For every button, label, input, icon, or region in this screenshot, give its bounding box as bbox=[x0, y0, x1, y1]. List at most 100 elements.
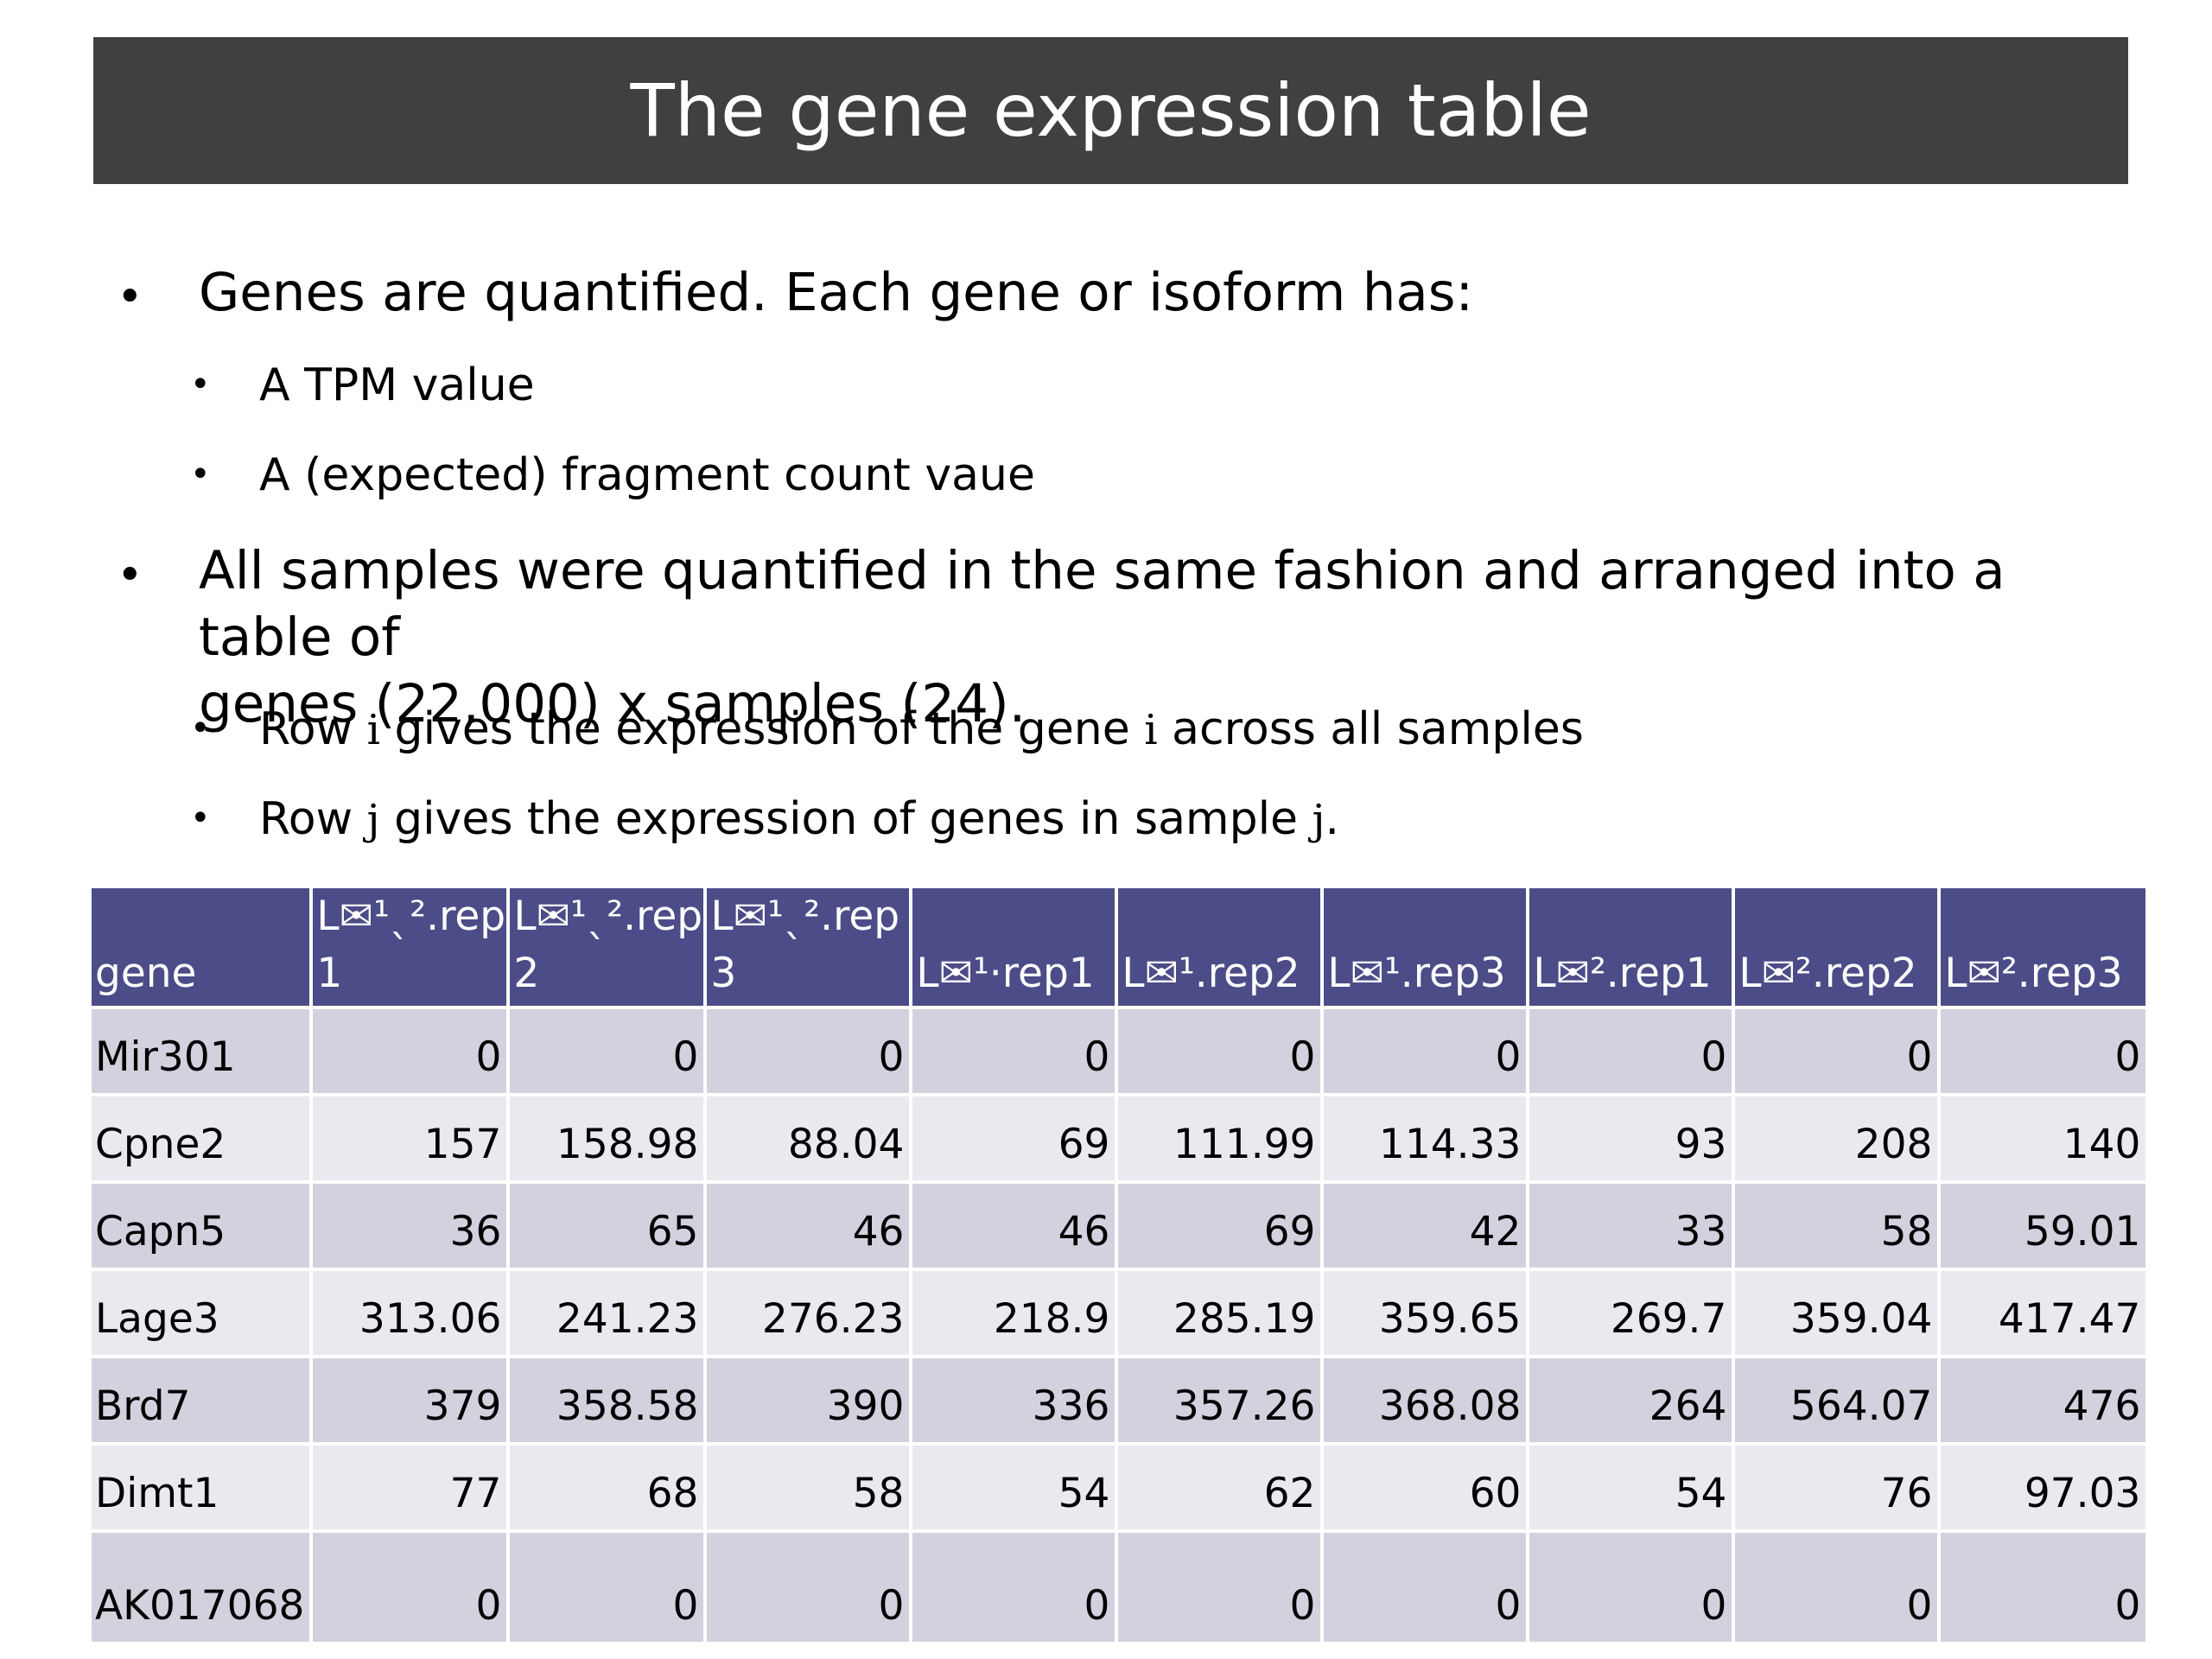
value-cell: 0 bbox=[912, 1533, 1119, 1645]
value-cell: 111.99 bbox=[1118, 1096, 1325, 1184]
value-cell: 0 bbox=[510, 1533, 708, 1645]
header-line: L✉¹ˎ².rep bbox=[316, 893, 506, 940]
bullet-dot: • bbox=[190, 365, 211, 404]
value-cell: 285.19 bbox=[1118, 1271, 1325, 1358]
value-cell: 42 bbox=[1324, 1184, 1530, 1271]
value-cell: 336 bbox=[912, 1358, 1119, 1446]
sub-bullet-item: Row i gives the expression of the gene i… bbox=[259, 702, 2074, 758]
header-line: 1 bbox=[316, 950, 343, 997]
value-cell: 114.33 bbox=[1324, 1096, 1530, 1184]
value-cell: 0 bbox=[313, 1009, 511, 1096]
value-cell: 241.23 bbox=[510, 1271, 708, 1358]
math-symbol: i bbox=[366, 706, 381, 754]
text-run: Row bbox=[259, 793, 367, 845]
column-header-sample: L✉¹ˎ².rep 3 bbox=[707, 888, 913, 1009]
gene-name-cell: Cpne2 bbox=[92, 1096, 314, 1184]
header-line: 2 bbox=[513, 950, 540, 997]
value-cell: 54 bbox=[1529, 1446, 1736, 1533]
header-line: L✉¹ˎ².rep bbox=[710, 893, 900, 940]
table-row: Mir301 0 0 0 0 0 0 0 0 0 bbox=[92, 1009, 2146, 1096]
value-cell: 269.7 bbox=[1529, 1271, 1736, 1358]
column-header-sample: L✉¹ˎ².rep 2 bbox=[510, 888, 708, 1009]
text-run: gives the expression of genes in sample bbox=[379, 793, 1313, 845]
value-cell: 0 bbox=[707, 1009, 913, 1096]
column-header-sample: L✉¹·rep1 bbox=[912, 888, 1119, 1009]
value-cell: 276.23 bbox=[707, 1271, 913, 1358]
value-cell: 46 bbox=[707, 1184, 913, 1271]
math-symbol: j bbox=[366, 796, 380, 844]
gene-name-cell: Mir301 bbox=[92, 1009, 314, 1096]
table-body: Mir301 0 0 0 0 0 0 0 0 0 Cpne2 157 158.98 88.04 69 111.… bbox=[92, 1009, 2146, 1645]
value-cell: 69 bbox=[1118, 1184, 1325, 1271]
value-cell: 359.04 bbox=[1735, 1271, 1942, 1358]
gene-name-cell: Lage3 bbox=[92, 1271, 314, 1358]
header-line bbox=[1122, 888, 1320, 945]
column-header-sample: L✉².rep2 bbox=[1735, 888, 1942, 1009]
value-cell: 62 bbox=[1118, 1446, 1325, 1533]
bullet-item: Genes are quantified. Each gene or isofo… bbox=[199, 262, 1474, 323]
column-header-gene: gene bbox=[92, 888, 314, 1009]
value-cell: 0 bbox=[1529, 1533, 1736, 1645]
table-row: Dimt1 77 68 58 54 62 60 54 76 97.03 bbox=[92, 1446, 2146, 1533]
value-cell: 46 bbox=[912, 1184, 1119, 1271]
sub-bullet-item: Row j gives the expression of genes in s… bbox=[259, 791, 2074, 848]
value-cell: 65 bbox=[510, 1184, 708, 1271]
header-line bbox=[1738, 888, 1937, 945]
value-cell: 93 bbox=[1529, 1096, 1736, 1184]
header-line bbox=[1327, 888, 1526, 945]
value-cell: 390 bbox=[707, 1358, 913, 1446]
header-line: L✉².rep3 bbox=[1944, 950, 2123, 997]
value-cell: 0 bbox=[1324, 1009, 1530, 1096]
value-cell: 476 bbox=[1941, 1358, 2146, 1446]
column-header-sample: L✉¹.rep3 bbox=[1324, 888, 1530, 1009]
header-line: L✉².rep1 bbox=[1533, 950, 1712, 997]
value-cell: 358.58 bbox=[510, 1358, 708, 1446]
value-cell: 36 bbox=[313, 1184, 511, 1271]
value-cell: 0 bbox=[1118, 1533, 1325, 1645]
value-cell: 97.03 bbox=[1941, 1446, 2146, 1533]
value-cell: 564.07 bbox=[1735, 1358, 1942, 1446]
value-cell: 140 bbox=[1941, 1096, 2146, 1184]
value-cell: 0 bbox=[1735, 1533, 1942, 1645]
table-row: Cpne2 157 158.98 88.04 69 111.99 114.33 93 208 14… bbox=[92, 1096, 2146, 1184]
header-line: L✉¹ˎ².rep bbox=[513, 893, 703, 940]
bullet-dot: • bbox=[190, 798, 211, 838]
table-row: Brd7 379 358.58 390 336 357.26 368.08 264 564.07… bbox=[92, 1358, 2146, 1446]
value-cell: 357.26 bbox=[1118, 1358, 1325, 1446]
text-run: gives the expression of the gene bbox=[380, 703, 1145, 755]
value-cell: 0 bbox=[1735, 1009, 1942, 1096]
value-cell: 59.01 bbox=[1941, 1184, 2146, 1271]
column-header-sample: L✉².rep3 bbox=[1941, 888, 2146, 1009]
value-cell: 218.9 bbox=[912, 1271, 1119, 1358]
sub-bullet-item: A (expected) fragment count vaue bbox=[259, 449, 1035, 501]
value-cell: 0 bbox=[912, 1009, 1119, 1096]
bullet-dot: • bbox=[117, 550, 143, 601]
text-run: . bbox=[1325, 793, 1339, 845]
value-cell: 0 bbox=[313, 1533, 511, 1645]
bullet-line: genes (22,000) x samples (24). bbox=[199, 673, 1027, 734]
value-cell: 368.08 bbox=[1324, 1358, 1530, 1446]
gene-name-cell: Dimt1 bbox=[92, 1446, 314, 1533]
header-line: L✉².rep2 bbox=[1738, 950, 1917, 997]
value-cell: 417.47 bbox=[1941, 1271, 2146, 1358]
header-line bbox=[1533, 888, 1732, 945]
table-row: Lage3 313.06 241.23 276.23 218.9 285.19 359.65… bbox=[92, 1271, 2146, 1358]
column-header-sample: L✉¹.rep2 bbox=[1118, 888, 1325, 1009]
value-cell: 33 bbox=[1529, 1184, 1736, 1271]
column-header-sample: L✉².rep1 bbox=[1529, 888, 1736, 1009]
value-cell: 58 bbox=[1735, 1184, 1942, 1271]
table-row: Capn5 36 65 46 46 69 42 33 58 59.01 bbox=[92, 1184, 2146, 1271]
gene-name-cell: Capn5 bbox=[92, 1184, 314, 1271]
sub-bullet-item: A TPM value bbox=[259, 359, 535, 411]
bullet-dot: • bbox=[190, 709, 211, 748]
bullet-dot: • bbox=[190, 454, 211, 494]
value-cell: 359.65 bbox=[1324, 1271, 1530, 1358]
text-run: across all samples bbox=[1157, 703, 1584, 755]
bullet-dot: • bbox=[117, 271, 143, 323]
value-cell: 0 bbox=[1941, 1009, 2146, 1096]
header-line bbox=[1944, 888, 2145, 945]
gene-expression-table: gene L✉¹ˎ².rep 1 L✉¹ˎ².rep 2 L✉¹ˎ².rep 3 L✉¹·r… bbox=[92, 888, 2146, 1645]
table-row: AK017068 0 0 0 0 0 0 0 0 0 bbox=[92, 1533, 2146, 1645]
bullet-item: All samples were quantified in the same … bbox=[199, 537, 2100, 737]
